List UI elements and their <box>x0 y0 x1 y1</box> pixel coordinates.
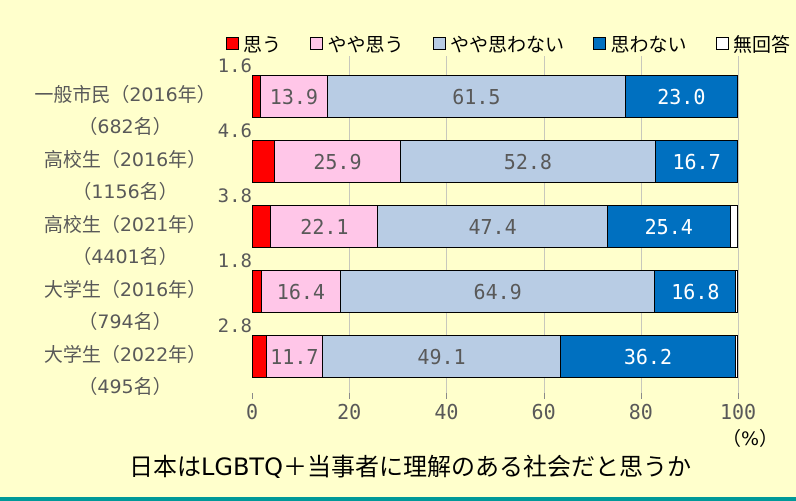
bar-segment: 61.5 <box>328 76 626 117</box>
axis-tick <box>446 393 448 399</box>
legend-item: 思う <box>226 30 281 57</box>
legend-item: 無回答 <box>715 30 790 57</box>
bar-segment <box>253 206 272 247</box>
axis-tick-label: 100 <box>719 400 757 424</box>
bar-row: 11.7 49.1 36.2 <box>252 335 738 378</box>
bar-row: 13.9 61.5 23.0 <box>252 75 738 118</box>
gridline <box>738 56 739 393</box>
bar-segment <box>253 271 262 312</box>
chart-legend: 思う やや思う やや思わない 思わない 無回答 <box>226 30 790 57</box>
axis-unit-label: （%） <box>721 428 779 450</box>
legend-label: 無回答 <box>732 34 790 56</box>
bar-segment: 36.2 <box>560 336 737 377</box>
axis-tick <box>543 393 545 399</box>
bar-segment: 11.7 <box>266 336 324 377</box>
axis-tick <box>640 393 642 399</box>
category-label: 大学生（2016年） <box>43 279 207 301</box>
bar-segment: 22.1 <box>271 206 379 247</box>
bar-segment: 25.9 <box>275 141 401 182</box>
axis-tick-label: 40 <box>434 400 459 424</box>
legend-item: やや思わない <box>432 30 564 57</box>
axis-tick <box>252 393 253 399</box>
legend-label: 思う <box>243 34 282 56</box>
category-count-label: （682名） <box>78 116 172 138</box>
bar-segment: 64.9 <box>341 271 656 312</box>
segment-value-label-above: 2.8 <box>217 315 252 337</box>
category-label: 大学生（2022年） <box>43 344 207 366</box>
bar-segment: 13.9 <box>260 76 328 117</box>
bar-segment: 47.4 <box>378 206 608 247</box>
category-count-label: （1156名） <box>72 181 178 203</box>
legend-swatch <box>715 37 729 50</box>
bar-segment: 25.4 <box>607 206 731 247</box>
bar-segment <box>736 336 737 377</box>
bar-segment: 16.8 <box>655 271 737 312</box>
legend-item: やや思う <box>310 30 404 57</box>
chart-title: 日本はLGBTQ＋当事者に理解のある社会だと思うか <box>129 453 691 481</box>
axis-tick <box>738 393 739 399</box>
bar-row: 16.4 64.9 16.8 <box>252 270 738 313</box>
bar-segment <box>730 206 737 247</box>
axis-tick-label: 80 <box>628 400 653 424</box>
legend-swatch <box>432 37 446 50</box>
legend-item: 思わない <box>593 30 686 57</box>
segment-value-label-above: 4.6 <box>217 120 252 142</box>
bar-segment: 16.4 <box>261 271 342 312</box>
legend-label: 思わない <box>610 34 687 56</box>
bar-segment: 16.7 <box>656 141 737 182</box>
category-label: 高校生（2016年） <box>43 149 207 171</box>
category-label: 高校生（2021年） <box>43 214 207 236</box>
bar-segment <box>253 76 261 117</box>
segment-value-label-above: 1.6 <box>217 55 252 77</box>
category-count-label: （4401名） <box>72 246 178 268</box>
bar-segment <box>253 141 276 182</box>
bar-segment: 23.0 <box>625 76 737 117</box>
axis-tick-label: 20 <box>337 400 362 424</box>
segment-value-label-above: 3.8 <box>217 185 252 207</box>
bottom-accent-line <box>0 497 796 501</box>
legend-swatch <box>310 37 324 50</box>
axis-tick-label: 60 <box>531 400 556 424</box>
category-count-label: （495名） <box>78 376 172 398</box>
bar-segment: 52.8 <box>400 141 657 182</box>
bar-row: 25.9 52.8 16.7 <box>252 140 738 183</box>
axis-tick <box>349 393 351 399</box>
legend-swatch <box>226 37 239 50</box>
legend-label: やや思わない <box>449 34 564 56</box>
bar-row: 22.1 47.4 25.4 <box>252 205 738 248</box>
bar-segment: 49.1 <box>323 336 561 377</box>
legend-label: やや思う <box>327 34 404 56</box>
segment-value-label-above: 1.8 <box>217 250 252 272</box>
legend-swatch <box>593 37 607 50</box>
bar-segment <box>253 336 267 377</box>
axis-tick-label: 0 <box>245 400 259 424</box>
category-label: 一般市民（2016年） <box>34 84 216 106</box>
category-count-label: （794名） <box>78 311 172 333</box>
